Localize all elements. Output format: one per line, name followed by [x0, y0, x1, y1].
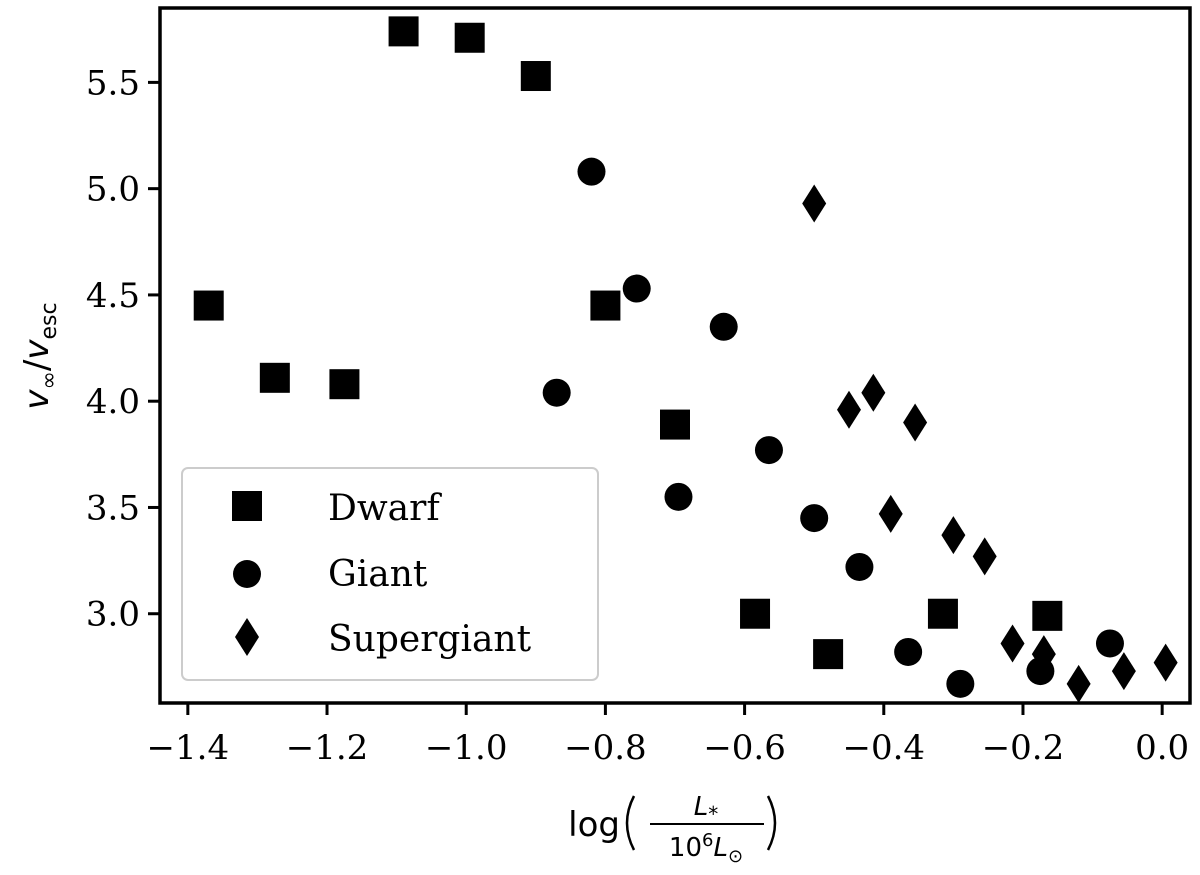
- point-giant: [664, 482, 693, 511]
- y-tick-label: 4.5: [86, 276, 140, 316]
- x-tick-label: −1.4: [147, 728, 230, 768]
- point-dwarf: [454, 22, 485, 53]
- point-supergiant: [878, 494, 903, 533]
- point-dwarf: [590, 290, 621, 321]
- point-dwarf: [520, 61, 551, 92]
- point-supergiant: [1153, 643, 1178, 682]
- x-tick-label: −0.8: [564, 728, 647, 768]
- data-points: [193, 16, 1178, 703]
- point-giant: [709, 312, 738, 341]
- legend-label-dwarf: Dwarf: [328, 488, 442, 529]
- point-dwarf: [660, 409, 690, 440]
- y-axis-label: v∞/vesc: [17, 302, 62, 409]
- legend-marker-giant: [233, 560, 261, 588]
- x-tick-label: −1.2: [286, 728, 369, 768]
- point-dwarf: [813, 639, 844, 670]
- plot-frame: [158, 6, 1192, 705]
- x-tick-label: 0.0: [1135, 728, 1189, 768]
- legend-label-giant: Giant: [328, 554, 428, 595]
- point-dwarf: [329, 369, 360, 400]
- point-giant: [1095, 629, 1124, 658]
- point-giant: [622, 274, 651, 303]
- point-supergiant: [941, 516, 966, 555]
- point-supergiant: [1031, 635, 1056, 674]
- legend-marker-supergiant: [235, 618, 259, 656]
- axis-ticks: −1.4 −1.2 −1.0 −0.8 −0.6 −0.4 −0.2 0.0 3.0 3.5 4.0…: [86, 63, 1189, 768]
- point-dwarf: [1032, 600, 1063, 631]
- x-tick-label: −1.0: [425, 728, 508, 768]
- svg-text:L*: L*: [694, 792, 719, 826]
- point-dwarf: [927, 598, 958, 629]
- point-supergiant: [1111, 652, 1136, 691]
- point-giant: [577, 157, 606, 186]
- point-giant: [845, 552, 874, 581]
- legend-marker-dwarf: [232, 491, 262, 521]
- x-tick-label: −0.6: [703, 728, 786, 768]
- point-supergiant: [1066, 664, 1091, 703]
- y-tick-label: 4.0: [86, 382, 140, 422]
- y-tick-label: 3.5: [86, 488, 140, 528]
- svg-text:log: log: [568, 805, 620, 845]
- legend-label-supergiant: Supergiant: [328, 619, 532, 660]
- point-supergiant: [861, 373, 886, 412]
- point-supergiant: [903, 403, 928, 442]
- y-tick-label: 3.0: [86, 595, 140, 635]
- point-giant: [800, 504, 829, 533]
- point-supergiant: [972, 537, 997, 576]
- point-supergiant: [802, 184, 827, 223]
- y-tick-label: 5.5: [86, 63, 140, 103]
- point-giant: [542, 378, 571, 407]
- point-giant: [946, 669, 975, 698]
- svg-text:106L⊙: 106L⊙: [669, 830, 743, 867]
- x-tick-label: −0.2: [982, 728, 1065, 768]
- legend-box: [181, 467, 599, 681]
- point-dwarf: [259, 362, 290, 393]
- point-supergiant: [836, 390, 861, 429]
- x-axis-label: log L* 106L⊙: [568, 792, 777, 867]
- point-dwarf: [388, 16, 419, 47]
- point-supergiant: [1000, 624, 1025, 663]
- point-dwarf: [193, 290, 224, 321]
- y-tick-label: 5.0: [86, 170, 140, 210]
- legend: Dwarf Giant Supergiant: [181, 467, 599, 681]
- point-giant: [894, 637, 923, 666]
- point-dwarf: [740, 598, 771, 629]
- point-giant: [754, 436, 783, 465]
- x-tick-label: −0.4: [843, 728, 926, 768]
